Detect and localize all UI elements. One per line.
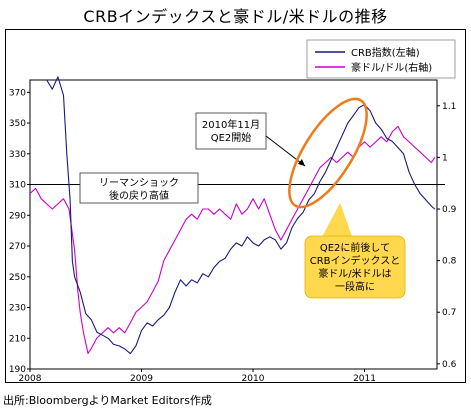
y-right-tick-label: 1.1 — [442, 102, 456, 112]
y-left-tick-label: 270 — [9, 242, 26, 252]
lehman-label-text: 後の戻り高値 — [109, 189, 169, 202]
legend-label: 豪ドル/ドル(右軸) — [351, 61, 432, 74]
callout-box — [304, 235, 406, 299]
y-left-tick-label: 250 — [9, 273, 26, 283]
y-right-tick-label: 0.6 — [442, 360, 457, 370]
x-tick-label: 2010 — [242, 374, 265, 384]
y-right-tick-label: 1 — [442, 153, 448, 163]
series-line-aud — [29, 125, 436, 355]
x-tick-label: 2008 — [19, 374, 42, 384]
qe2-arrow-head — [298, 159, 305, 166]
legend-label: CRB指数(左軸) — [351, 46, 420, 59]
series-line-crb — [46, 76, 436, 355]
highlight-ellipse — [288, 97, 368, 209]
y-left-tick-label: 190 — [9, 365, 26, 375]
lehman-label-text: リーマンショック — [99, 177, 179, 189]
y-left-tick-label: 310 — [9, 181, 26, 191]
y-left-tick-label: 210 — [9, 334, 26, 344]
source-note: 出所:BloombergよりMarket Editors作成 — [3, 394, 212, 407]
y-left-tick-label: 230 — [9, 304, 26, 314]
y-left-tick-label: 370 — [9, 88, 26, 98]
callout-text: 豪ドル/米ドルは — [318, 267, 391, 280]
callout-text: CRBインデックスと — [310, 254, 401, 267]
qe2-arrow-line — [265, 135, 306, 167]
y-left-tick-label: 330 — [9, 150, 26, 160]
chart-title: CRBインデックスと豪ドル/米ドルの推移 — [83, 7, 388, 26]
chart-frame — [5, 29, 466, 383]
y-right-tick-label: 0.7 — [442, 308, 456, 318]
y-right-tick-label: 0.9 — [442, 205, 457, 215]
plot-area — [29, 79, 438, 370]
y-right-tick-label: 0.8 — [442, 257, 457, 267]
x-tick-label: 2009 — [130, 374, 153, 384]
qe2-label-text: QE2開始 — [211, 131, 252, 144]
y-left-tick-label: 350 — [9, 119, 26, 129]
qe2-label-box — [195, 112, 267, 150]
x-tick-label: 2011 — [353, 374, 376, 384]
lehman-label-box — [79, 172, 199, 204]
callout-text: 一段高に — [335, 280, 375, 293]
callout-pointer — [321, 202, 353, 239]
legend-box — [306, 39, 456, 79]
y-left-tick-label: 290 — [9, 211, 26, 221]
callout-text: QE2に前後して — [320, 241, 390, 254]
qe2-label-text: 2010年11月 — [202, 118, 260, 131]
